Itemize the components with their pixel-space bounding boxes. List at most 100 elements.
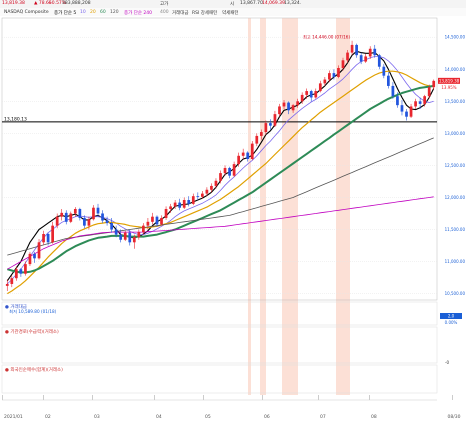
candle-body xyxy=(105,220,109,224)
legend-item: 400 xyxy=(160,9,169,15)
y-tick-label: 13,000.00 xyxy=(445,131,466,136)
y-tick-label: 11,500.00 xyxy=(445,227,466,232)
ma-line-5 xyxy=(7,196,434,270)
candle-body xyxy=(314,91,318,98)
legend-item: 20 xyxy=(90,9,96,15)
candle-body xyxy=(101,213,104,221)
candle-body xyxy=(332,73,336,77)
x-tick-label: 06 xyxy=(264,414,270,420)
x-tick-label: 04 xyxy=(156,414,162,420)
candle-body xyxy=(291,105,295,111)
candle-body xyxy=(391,85,395,97)
topbar-item: 13,867.70 xyxy=(240,1,263,6)
candle-body xyxy=(210,185,213,190)
candle-body xyxy=(137,232,141,238)
candle-body xyxy=(178,202,182,208)
candle-body xyxy=(355,44,358,56)
candle-body xyxy=(323,79,327,84)
y-tick-label: 12,000.00 xyxy=(445,195,466,200)
highlight-band xyxy=(282,18,298,395)
y-tick-label: 14,000.00 xyxy=(445,67,466,72)
y-tick-label: 10,500.00 xyxy=(445,291,466,296)
candle-body xyxy=(10,278,14,284)
candle-body xyxy=(123,232,127,240)
candle-body xyxy=(305,91,309,95)
topbar-item: 시 xyxy=(230,2,235,7)
sub-axis-label: -0 xyxy=(445,360,449,365)
candle-body xyxy=(273,114,277,126)
legend-item: 60 xyxy=(100,9,106,15)
candle-body xyxy=(346,52,349,61)
candle-body xyxy=(37,242,41,259)
candle-body xyxy=(337,67,340,77)
candle-body xyxy=(146,221,150,226)
candle-body xyxy=(341,60,345,68)
candle-body xyxy=(169,206,172,209)
y-tick-label: 13,500.00 xyxy=(445,99,466,104)
candle-body xyxy=(328,73,331,80)
candle-body xyxy=(110,223,113,230)
candle-body xyxy=(142,225,145,233)
candle-body xyxy=(205,189,209,194)
legend-item: 종가 단순 240 xyxy=(124,10,153,16)
candle-body xyxy=(382,66,386,76)
topbar-item: 13,819.38 xyxy=(2,1,25,6)
y-tick-label: 14,500.00 xyxy=(445,35,466,40)
candle-body xyxy=(232,164,236,176)
candle-body xyxy=(155,216,159,225)
x-tick-label: 07 xyxy=(320,414,326,420)
subpanel-frame xyxy=(1,301,438,326)
candle-body xyxy=(309,91,313,98)
volume-tag xyxy=(440,313,462,319)
reference-line-label: 13,180.13 xyxy=(4,116,27,122)
candle-body xyxy=(46,233,50,243)
candle-body xyxy=(409,106,413,117)
candle-body xyxy=(187,200,191,204)
candle-body xyxy=(19,269,23,274)
topbar-item: +0.57% xyxy=(48,1,67,6)
high-annotation: 최고 14,446.00 (07/16) xyxy=(303,34,350,41)
candle-body xyxy=(246,152,250,159)
candle-body xyxy=(259,132,263,136)
candle-body xyxy=(164,208,168,218)
topbar-item: ▲ 78.65 xyxy=(34,1,52,6)
candle-body xyxy=(42,233,45,243)
candle-body xyxy=(427,87,431,97)
legend-item: 종가 단순 5 xyxy=(54,10,77,16)
candle-body xyxy=(282,102,286,107)
candle-body xyxy=(423,96,427,104)
candle-body xyxy=(359,55,363,62)
candle-body xyxy=(364,56,368,62)
candle-body xyxy=(83,217,86,226)
y-tick-label: 12,500.00 xyxy=(445,163,466,168)
candle-body xyxy=(24,264,27,274)
candle-body xyxy=(287,102,290,111)
topbar-item: 383,888,208 xyxy=(62,1,91,6)
candle-body xyxy=(228,167,231,176)
candle-body xyxy=(114,229,118,235)
candle-body xyxy=(278,106,281,115)
candle-body xyxy=(219,173,222,181)
volume-pct-label: 0.00% xyxy=(445,320,458,325)
candle-body xyxy=(432,80,436,88)
last-price-tag xyxy=(438,77,460,84)
candle-body xyxy=(55,216,59,226)
candle-body xyxy=(241,152,245,156)
candle-body xyxy=(33,253,36,259)
low-annotation: 최저 10,589.80 (01/18) xyxy=(9,308,56,315)
subpanel-label: ● 외국인순매수(합계)(거래소) xyxy=(5,366,63,373)
legend-item: 거래대금 xyxy=(172,10,189,16)
topbar-item: 14,069.39 xyxy=(262,1,285,6)
candle-body xyxy=(387,75,390,86)
candle-body xyxy=(250,143,254,159)
last-pct-label: 13.95% xyxy=(441,85,456,90)
candle-body xyxy=(64,212,68,222)
candle-body xyxy=(96,207,100,214)
candle-body xyxy=(223,167,227,174)
candle-body xyxy=(151,216,154,222)
candle-body xyxy=(214,180,218,186)
x-tick-label: 03 xyxy=(94,414,100,420)
candle-body xyxy=(14,269,18,279)
candle-body xyxy=(196,196,200,197)
